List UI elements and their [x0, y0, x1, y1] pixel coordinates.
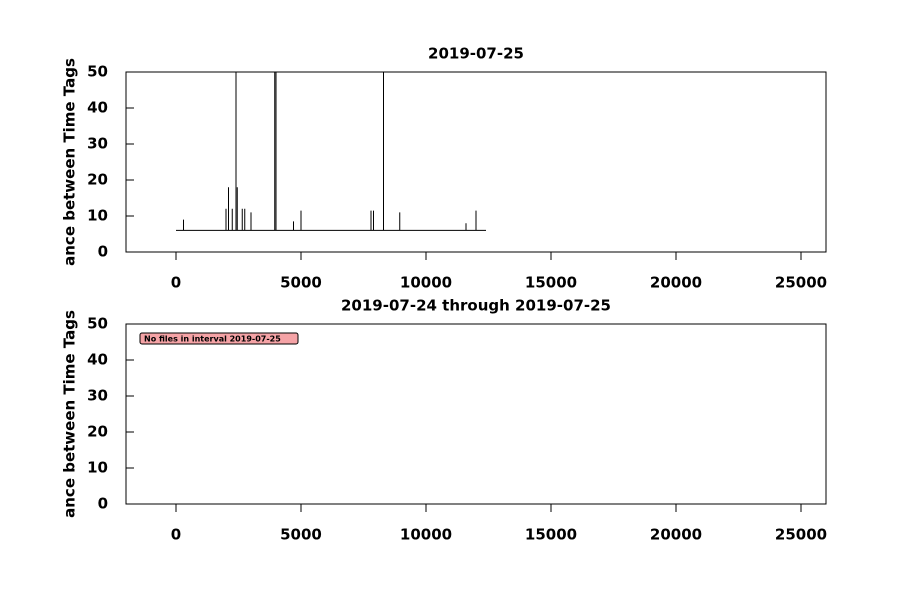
chart-title: 2019-07-24 through 2019-07-25: [341, 297, 611, 315]
y-tick-label: 40: [87, 351, 108, 369]
y-tick-label: 30: [87, 135, 108, 153]
y-tick-label: 20: [87, 423, 108, 441]
annotation: No files in interval 2019-07-25: [144, 335, 281, 344]
x-tick-label: 15000: [525, 526, 577, 544]
plot-frame: [125, 323, 827, 505]
y-tick-label: 50: [87, 63, 108, 81]
y-axis-label: ance between Time Tags: [61, 310, 79, 518]
x-tick-label: 25000: [775, 526, 827, 544]
x-tick-label: 25000: [775, 274, 827, 292]
x-tick-label: 15000: [525, 274, 577, 292]
x-tick-label: 20000: [650, 526, 702, 544]
y-tick-label: 20: [87, 171, 108, 189]
y-tick-label: 40: [87, 99, 108, 117]
x-tick-label: 0: [171, 274, 181, 292]
y-tick-label: 10: [87, 459, 108, 477]
chart-title: 2019-07-25: [428, 45, 524, 63]
x-tick-label: 20000: [650, 274, 702, 292]
y-tick-label: 10: [87, 207, 108, 225]
y-tick-label: 30: [87, 387, 108, 405]
x-tick-label: 10000: [400, 274, 452, 292]
y-tick-label: 0: [98, 495, 108, 513]
x-tick-label: 0: [171, 526, 181, 544]
annotation-box: [139, 332, 299, 345]
x-tick-label: 5000: [280, 526, 322, 544]
x-tick-label: 5000: [280, 274, 322, 292]
data-line: [176, 72, 486, 231]
y-tick-label: 0: [98, 243, 108, 261]
x-tick-label: 10000: [400, 526, 452, 544]
plot-frame: [125, 71, 827, 253]
y-axis-label: ance between Time Tags: [61, 58, 79, 266]
y-tick-label: 50: [87, 315, 108, 333]
